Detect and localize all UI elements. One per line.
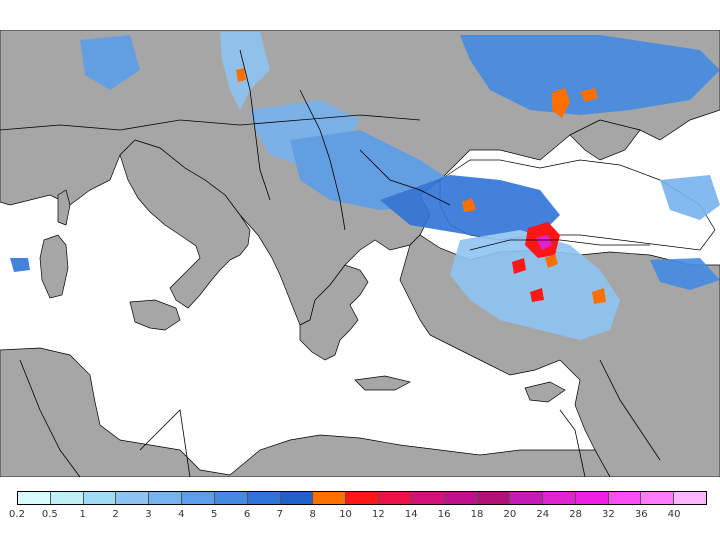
legend-tick-label: 28: [569, 509, 582, 520]
precip-core: [462, 198, 476, 212]
legend-tick-label: 1: [79, 509, 86, 520]
legend-tick-label: 4: [178, 509, 185, 520]
legend-swatch: [608, 492, 642, 504]
legend-tick-labels: 0.2 0.5 1 2 3 4 5 6 7 8 10 12 14 16 18 20 24 28 32 36 40: [0, 509, 720, 525]
precip-area: [660, 175, 720, 220]
precip-core: [512, 258, 526, 274]
legend-tick-label: 3: [145, 509, 152, 520]
precip-core: [592, 288, 606, 304]
legend-swatch: [641, 492, 675, 504]
precip-cores: [236, 68, 606, 304]
precip-area: [10, 258, 30, 272]
border-line: [299, 89, 346, 231]
border-line: [19, 359, 81, 477]
legend-tick-label: 6: [243, 509, 251, 520]
land-sicily: [129, 299, 181, 331]
border-line: [599, 359, 661, 461]
legend-tick-label: 16: [437, 509, 451, 520]
border-line: [139, 409, 191, 477]
border-line: [0, 114, 421, 131]
legend-swatch: [674, 492, 707, 504]
precip-area: [650, 258, 720, 290]
legend-tick-label: 8: [309, 509, 316, 520]
precip-area: [80, 35, 140, 90]
precip-core: [580, 88, 598, 102]
legend-tick-label: 7: [276, 509, 284, 520]
legend-swatch: [444, 492, 478, 504]
legend-swatch: [18, 492, 51, 504]
country-borders: [0, 49, 661, 477]
land-crete: [354, 375, 411, 391]
precip-core: [545, 254, 558, 268]
border-line: [559, 409, 586, 477]
legend-swatch: [543, 492, 576, 504]
legend-swatch: [411, 492, 445, 504]
legend-tick-label: 14: [404, 509, 418, 520]
land-north-africa: [0, 347, 611, 477]
legend-tick-label: 0.2: [9, 509, 25, 520]
border-line: [469, 239, 650, 251]
legend-tick-label: 0.5: [41, 509, 58, 520]
legend-swatch: [575, 492, 609, 504]
legend-swatch: [182, 492, 215, 504]
precip-core: [236, 68, 246, 82]
legend-tick-label: 36: [634, 509, 648, 520]
legend-swatch: [116, 492, 150, 504]
legend-swatch: [149, 492, 183, 504]
land-sardinia: [39, 234, 69, 299]
legend-tick-label: 20: [503, 509, 517, 520]
legend-tick-label: 24: [536, 509, 550, 520]
legend-swatch: [510, 492, 543, 504]
border-line: [359, 149, 451, 206]
land-corsica: [57, 189, 71, 226]
precip-core: [530, 288, 544, 302]
legend-swatch: [477, 492, 511, 504]
precip-layer: [10, 32, 720, 340]
legend-tick-label: 32: [602, 509, 615, 520]
legend-tick-label: 40: [667, 509, 681, 520]
legend-tick-label: 5: [210, 509, 218, 520]
legend-swatch: [346, 492, 379, 504]
land-crimea: [569, 119, 641, 161]
land-greece: [299, 264, 369, 361]
precip-area: [460, 35, 720, 115]
precip-core: [536, 235, 552, 250]
legend-tick-label: 18: [470, 509, 484, 520]
legend-swatch: [247, 492, 281, 504]
legend-swatch: [214, 492, 248, 504]
legend-swatch: [280, 492, 314, 504]
precipitation-map: [0, 30, 720, 477]
precip-area: [450, 230, 620, 340]
legend-swatch: [50, 492, 84, 504]
border-line: [239, 49, 271, 201]
land-italy: [119, 139, 251, 309]
map-canvas: [0, 30, 720, 477]
legend-swatch: [378, 492, 412, 504]
legend-tick-label: 10: [339, 509, 352, 520]
land-cyprus: [524, 381, 566, 403]
legend-swatch: [313, 492, 347, 504]
legend-colorbar: [17, 491, 707, 505]
legend-tick-label: 2: [112, 509, 119, 520]
precip-core: [552, 88, 570, 118]
legend-tick-label: 12: [372, 509, 385, 520]
legend-swatch: [83, 492, 117, 504]
